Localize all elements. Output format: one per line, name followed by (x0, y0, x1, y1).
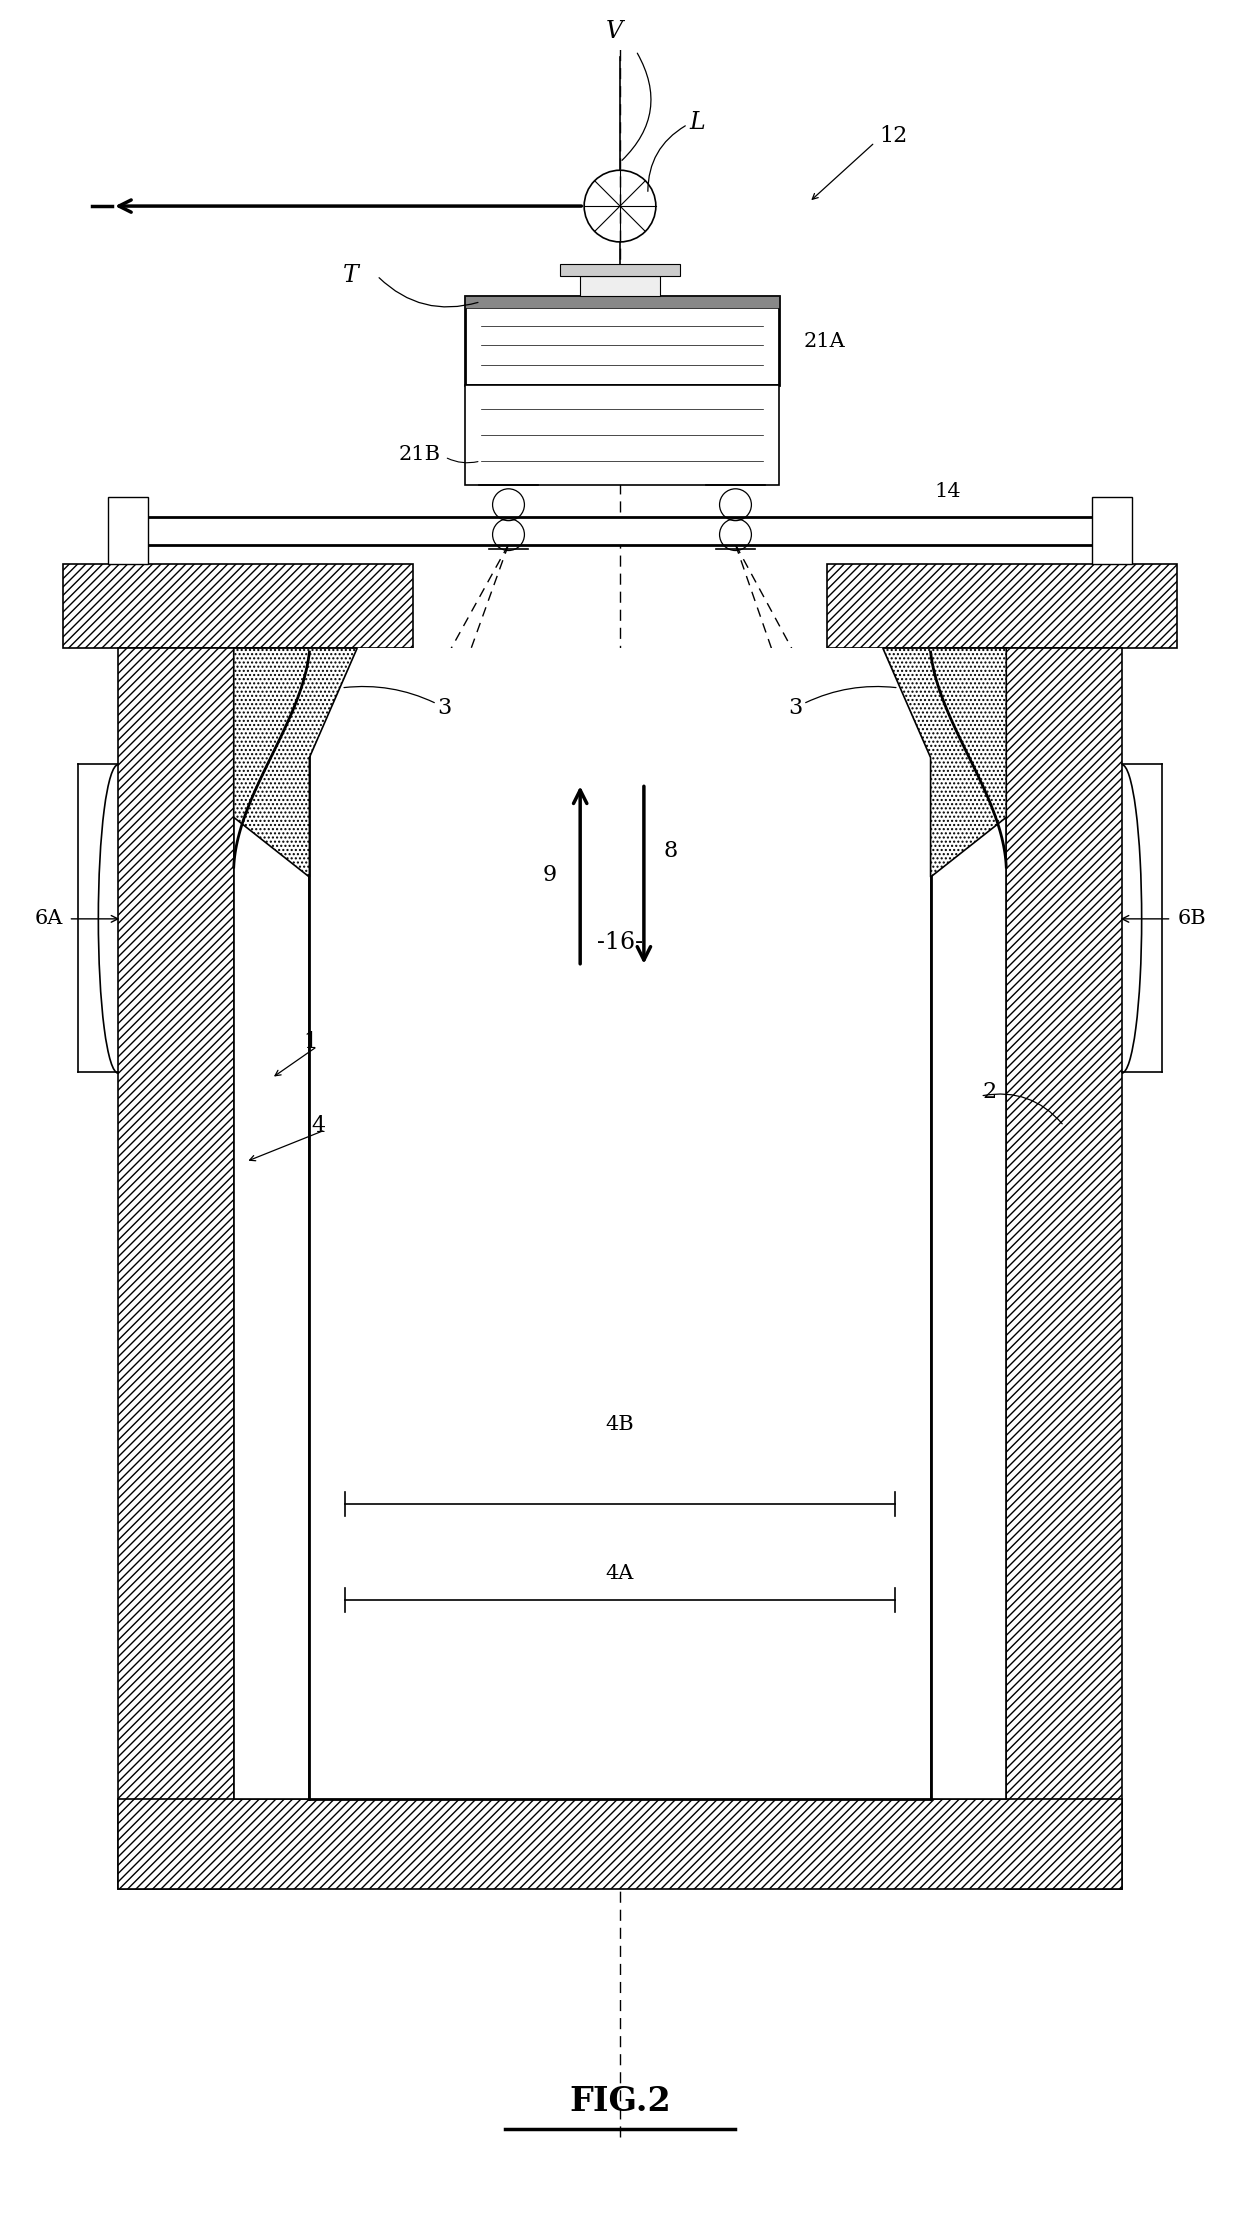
Bar (62, 564, 413, 649)
Bar (827, 564, 1178, 649)
Text: 8: 8 (663, 840, 678, 862)
Bar (118, 1800, 1122, 1889)
Text: -16-: -16- (596, 931, 644, 953)
Text: 4: 4 (311, 1115, 325, 1138)
Text: 1: 1 (304, 1031, 317, 1053)
Text: 12: 12 (879, 124, 908, 147)
Text: 4A: 4A (606, 1564, 634, 1584)
Text: 6A: 6A (35, 909, 62, 929)
Text: 3: 3 (789, 698, 802, 718)
Bar (1092, 498, 1132, 564)
Text: 6B: 6B (1178, 909, 1207, 929)
Polygon shape (233, 649, 357, 878)
Text: FIG.2: FIG.2 (569, 2084, 671, 2118)
Bar (560, 264, 680, 276)
Bar (580, 276, 660, 296)
Text: L: L (689, 111, 706, 133)
Bar (465, 296, 779, 384)
Text: 3: 3 (438, 698, 451, 718)
Text: T: T (343, 264, 360, 287)
Text: 21B: 21B (399, 444, 440, 464)
Polygon shape (883, 649, 1007, 878)
Text: 21A: 21A (804, 331, 844, 351)
Bar (465, 296, 779, 307)
Bar (118, 649, 233, 1889)
Bar (930, 649, 1007, 1800)
Text: 9: 9 (542, 864, 557, 887)
Bar (108, 498, 148, 564)
Bar (113, 518, 1127, 544)
Text: 2: 2 (982, 1082, 997, 1102)
Text: 4B: 4B (605, 1415, 635, 1433)
Text: V: V (605, 20, 622, 42)
Bar (465, 384, 779, 484)
Bar (233, 649, 310, 1800)
Text: 14: 14 (935, 482, 961, 500)
Bar (310, 649, 930, 1800)
Bar (1007, 649, 1122, 1889)
